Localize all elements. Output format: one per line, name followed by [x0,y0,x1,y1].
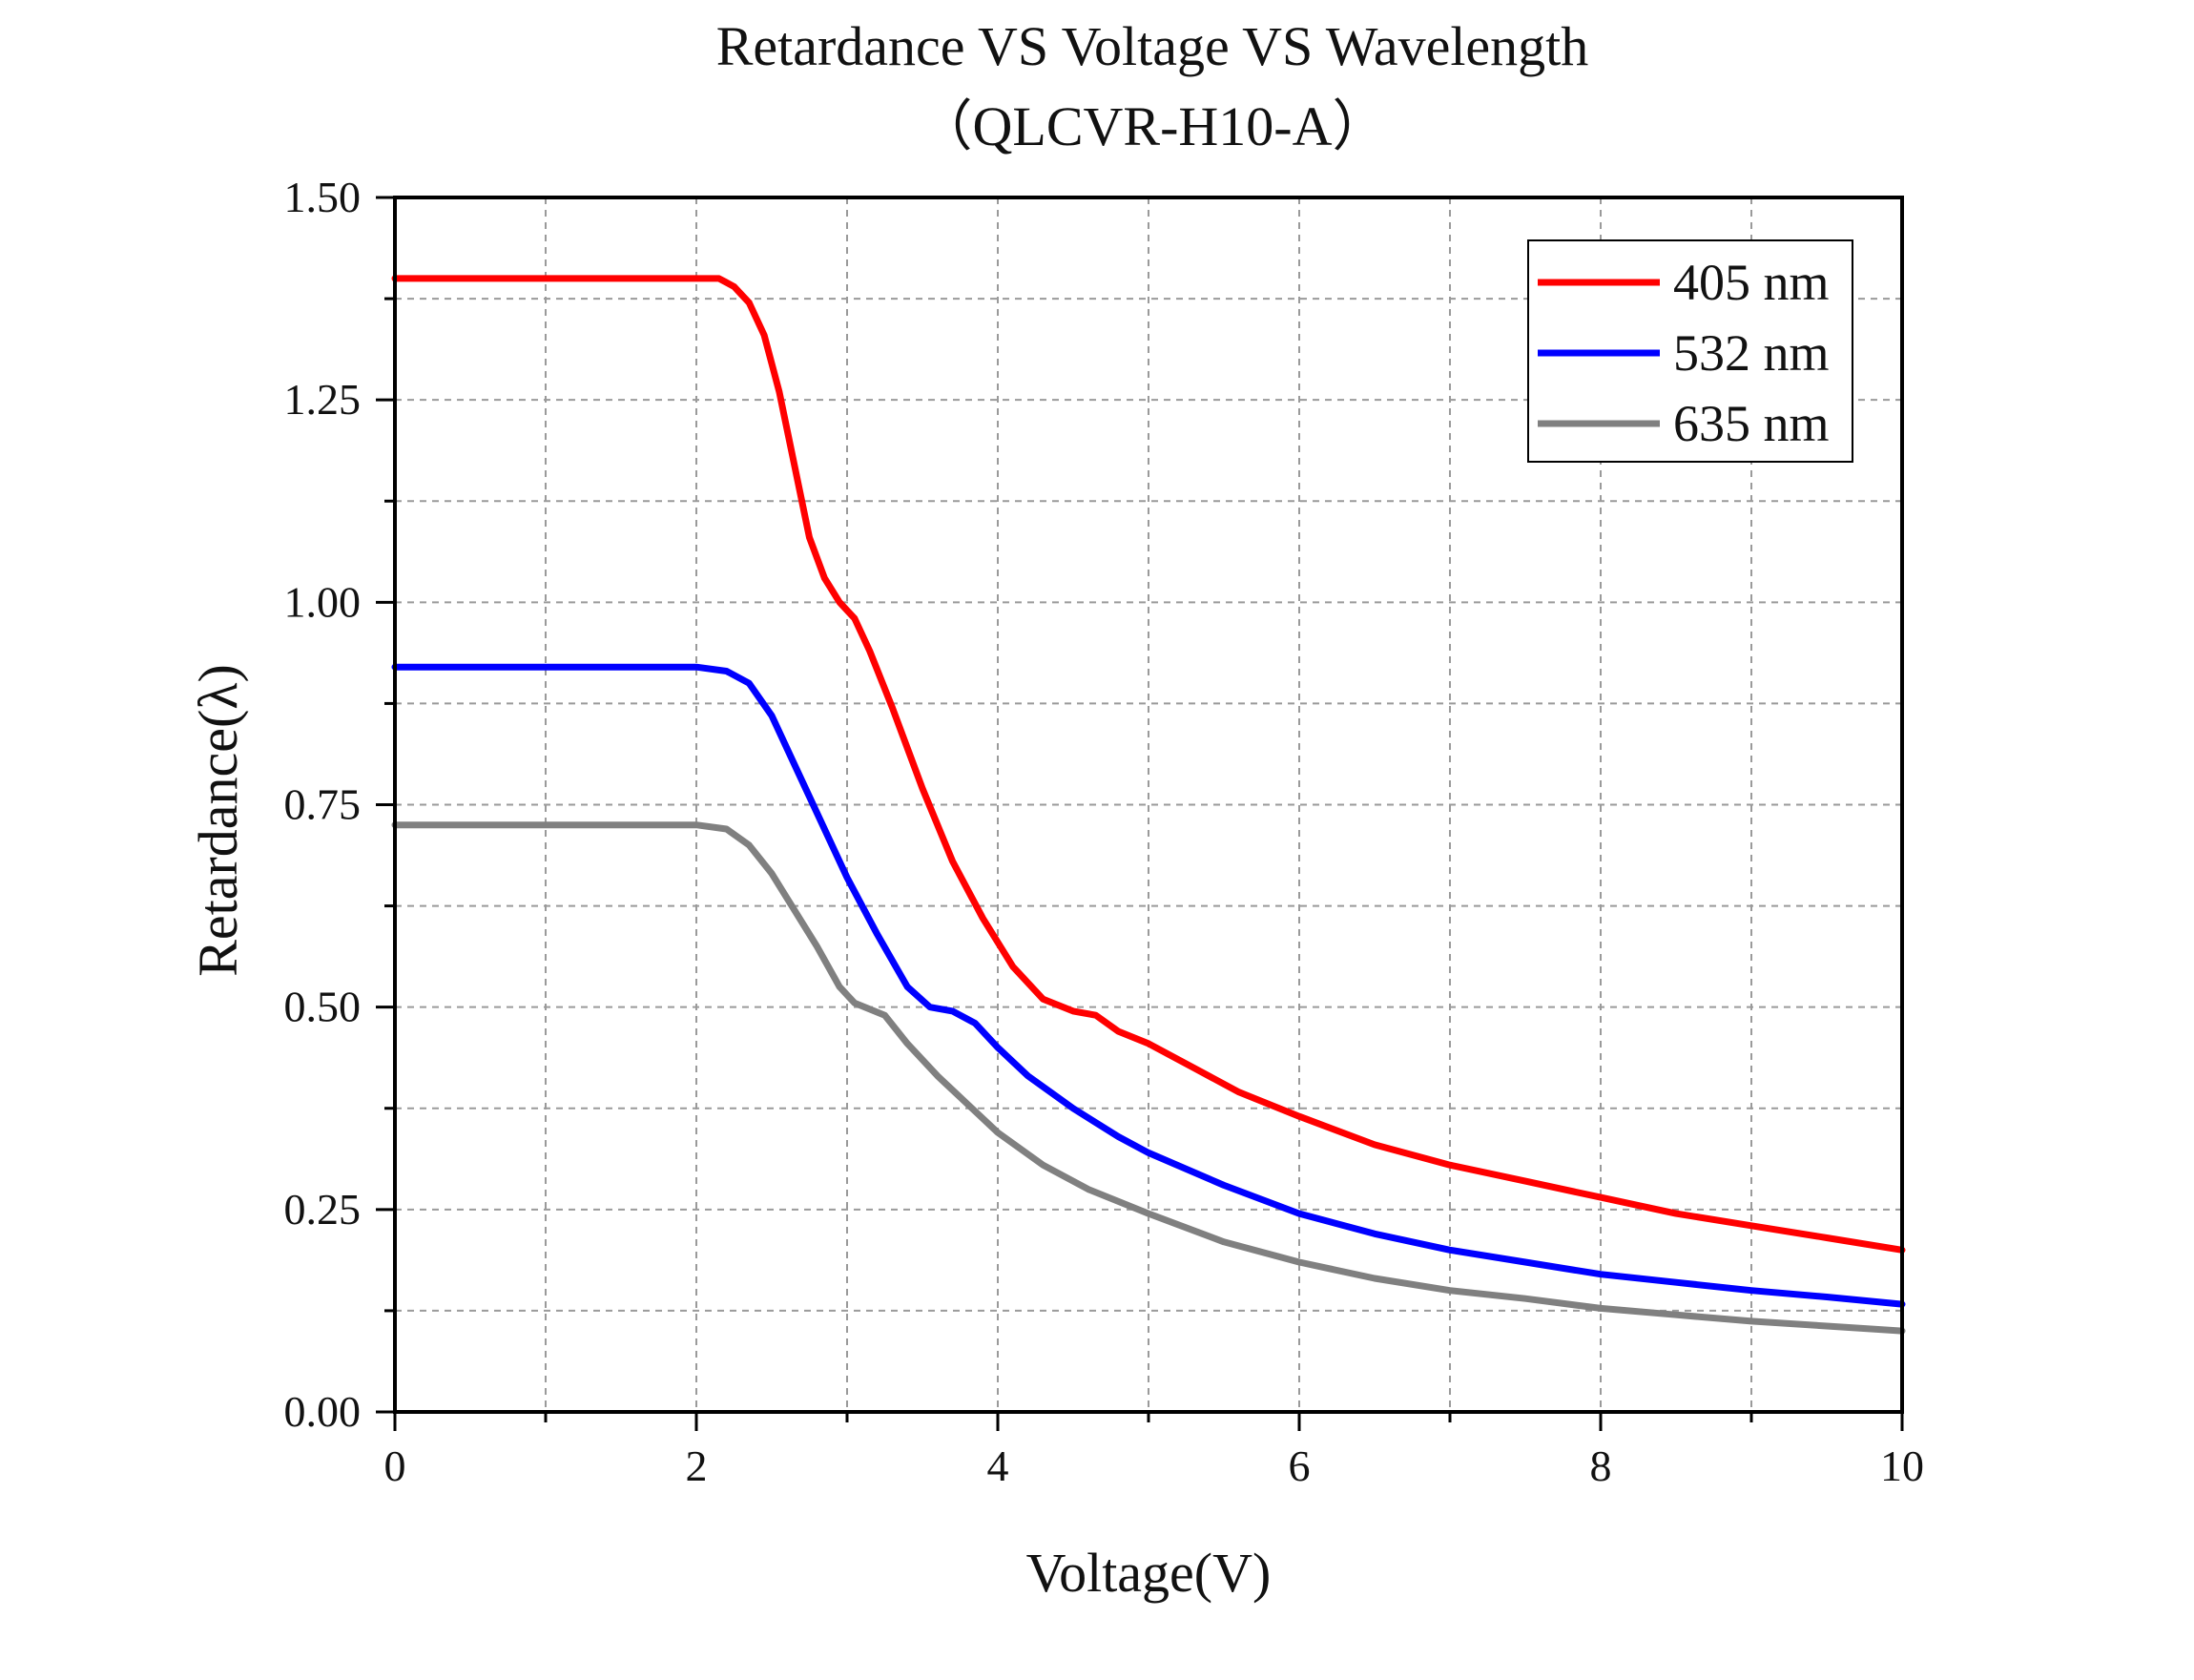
y-tick-label: 1.25 [284,375,362,424]
y-tick-label: 1.50 [284,173,362,221]
x-axis-title: Voltage(V) [1026,1542,1272,1604]
x-tick-label: 10 [1880,1441,1924,1490]
y-tick-label: 0.50 [284,983,362,1031]
series-line-532-nm [391,663,1906,1308]
series-lines [391,275,1906,1335]
y-tick-label: 0.75 [284,780,362,829]
x-tick-label: 4 [987,1441,1009,1490]
chart-subtitle: （QLCVR-H10-A） [918,95,1388,157]
legend-label: 635 nm [1673,395,1830,452]
y-tick-label: 0.25 [284,1185,362,1234]
y-axis-title: Retardance(λ) [187,664,249,977]
y-tick-label: 1.00 [284,577,362,626]
plot-frame [393,196,1904,1414]
x-tick-label: 2 [686,1441,708,1490]
series-line-635-nm [391,821,1906,1335]
x-tick-label: 8 [1590,1441,1612,1490]
legend-items: 405 nm 532 nm 635 nm [1538,254,1830,452]
chart-title: Retardance VS Voltage VS Wavelength [716,15,1589,77]
legend-label: 405 nm [1673,254,1830,311]
x-tick-label: 6 [1289,1441,1311,1490]
legend: 405 nm 532 nm 635 nm [1527,239,1853,463]
series-line-405-nm [391,275,1906,1254]
legend-label: 532 nm [1673,324,1830,382]
x-tick-label: 0 [384,1441,406,1490]
y-tick-label: 0.00 [284,1387,362,1436]
axis-ticks: 0 2 4 6 8 10 0.00 0.25 0.50 0.75 1.00 1.25 1.50 [284,173,1925,1490]
